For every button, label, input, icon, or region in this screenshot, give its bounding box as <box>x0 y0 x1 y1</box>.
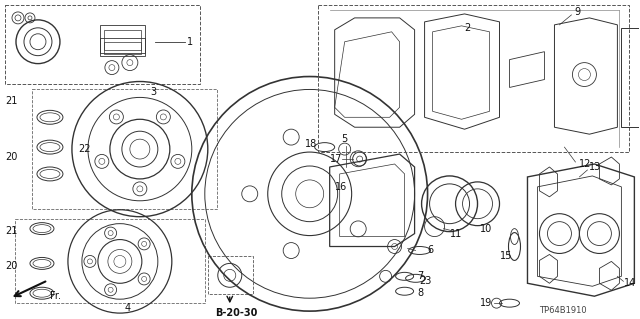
Text: 22: 22 <box>78 144 90 154</box>
Text: 11: 11 <box>449 229 462 239</box>
Text: 20: 20 <box>5 261 17 271</box>
Bar <box>15 219 205 303</box>
Bar <box>100 25 145 53</box>
Text: 17: 17 <box>330 154 342 164</box>
Text: 10: 10 <box>479 224 492 234</box>
Text: 21: 21 <box>5 96 17 106</box>
Bar <box>5 5 200 85</box>
Text: 14: 14 <box>625 278 637 288</box>
Text: 19: 19 <box>479 298 492 308</box>
Text: 16: 16 <box>335 182 347 192</box>
Text: 6: 6 <box>428 246 434 256</box>
Text: TP64B1910: TP64B1910 <box>540 306 587 315</box>
Bar <box>104 42 141 54</box>
Text: 13: 13 <box>589 162 602 172</box>
Text: 20: 20 <box>5 152 17 162</box>
Text: 15: 15 <box>499 251 512 262</box>
Text: Fr.: Fr. <box>50 291 61 301</box>
Bar <box>208 256 253 294</box>
Bar <box>32 89 217 209</box>
Bar <box>104 30 141 50</box>
Text: 1: 1 <box>187 37 193 47</box>
Text: 7: 7 <box>417 271 424 281</box>
Text: 3: 3 <box>150 87 156 97</box>
Bar <box>100 38 145 56</box>
Text: 21: 21 <box>5 226 17 236</box>
Bar <box>317 5 629 152</box>
Text: 18: 18 <box>305 139 317 149</box>
Text: 12: 12 <box>579 159 592 169</box>
Text: 23: 23 <box>420 276 432 286</box>
Text: 8: 8 <box>417 288 424 298</box>
Text: B-20-30: B-20-30 <box>215 308 257 318</box>
Text: 9: 9 <box>575 7 580 17</box>
Text: 5: 5 <box>342 134 348 144</box>
Text: 2: 2 <box>465 23 471 33</box>
Text: 4: 4 <box>125 303 131 313</box>
